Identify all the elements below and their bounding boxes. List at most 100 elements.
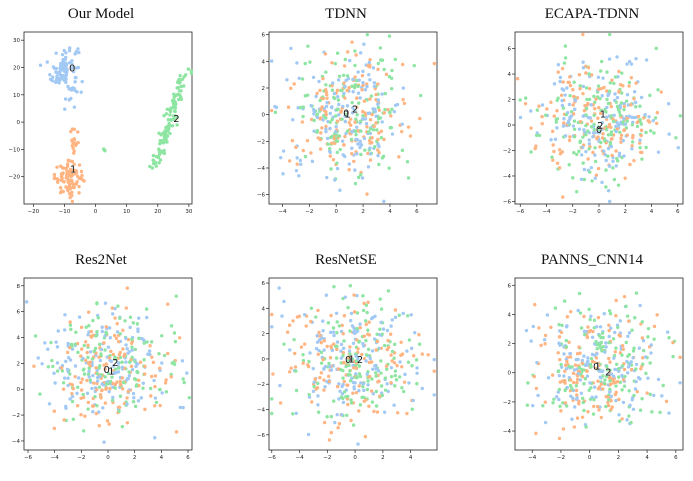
scatter-point-series-1 xyxy=(621,84,625,88)
scatter-point-series-2 xyxy=(345,360,350,365)
scatter-point-series-1 xyxy=(594,173,599,177)
scatter-point-series-0 xyxy=(359,143,364,147)
scatter-point-series-2 xyxy=(617,375,621,379)
scatter-point-series-1 xyxy=(629,367,634,372)
scatter-point-series-2 xyxy=(110,398,115,403)
scatter-point-series-0 xyxy=(76,376,81,380)
scatter-point-series-0 xyxy=(66,383,70,388)
y-tick-label: 6 xyxy=(508,47,512,53)
scatter-point-series-2 xyxy=(74,330,78,334)
scatter-point-series-0 xyxy=(64,404,68,409)
scatter-point-series-2 xyxy=(301,105,305,109)
scatter-point-series-1 xyxy=(368,118,373,122)
scatter-point-series-2 xyxy=(330,88,335,92)
scatter-point-series-2 xyxy=(375,332,379,337)
scatter-point-series-0 xyxy=(605,105,609,110)
scatter-point-series-2 xyxy=(159,133,163,137)
scatter-point-series-0 xyxy=(87,375,91,379)
scatter-point-series-2 xyxy=(603,381,607,386)
scatter-point-series-0 xyxy=(556,63,561,67)
scatter-point-series-2 xyxy=(156,155,161,160)
scatter-point-series-0 xyxy=(291,118,295,122)
scatter-point-series-0 xyxy=(110,312,115,316)
scatter-point-series-2 xyxy=(590,179,594,183)
scatter-point-series-1 xyxy=(52,426,57,431)
scatter-point-series-0 xyxy=(358,139,362,144)
scatter-point-series-1 xyxy=(89,334,93,338)
scatter-point-series-1 xyxy=(432,61,437,66)
scatter-point-series-1 xyxy=(639,367,643,371)
scatter-point-series-0 xyxy=(649,351,653,355)
scatter-point-series-1 xyxy=(584,71,588,75)
scatter-point-series-0 xyxy=(600,180,604,185)
scatter-point-series-1 xyxy=(571,371,576,376)
scatter-point-series-1 xyxy=(628,162,632,167)
scatter-point-series-1 xyxy=(591,329,595,334)
scatter-point-series-0 xyxy=(54,51,58,55)
scatter-point-series-1 xyxy=(610,137,614,141)
scatter-point-series-0 xyxy=(343,295,347,299)
scatter-point-series-1 xyxy=(659,90,663,94)
scatter-point-series-1 xyxy=(572,94,576,99)
scatter-point-series-1 xyxy=(418,116,422,121)
scatter-point-series-1 xyxy=(402,101,407,106)
scatter-point-series-1 xyxy=(73,172,77,176)
scatter-point-series-0 xyxy=(613,367,617,372)
scatter-point-series-1 xyxy=(314,387,318,391)
scatter-point-series-0 xyxy=(153,436,157,440)
scatter-point-series-2 xyxy=(641,362,645,366)
scatter-point-series-2 xyxy=(160,334,164,338)
scatter-point-series-2 xyxy=(627,389,631,393)
scatter-point-series-2 xyxy=(588,362,593,367)
scatter-point-series-2 xyxy=(631,349,636,353)
scatter-point-series-0 xyxy=(340,139,345,143)
scatter-point-series-0 xyxy=(660,394,664,398)
cluster-label: 0 xyxy=(593,362,599,373)
scatter-point-series-1 xyxy=(631,133,635,138)
chart-title: Res2Net xyxy=(75,252,127,268)
scatter-point-series-0 xyxy=(390,132,395,136)
scatter-point-series-0 xyxy=(579,153,584,157)
scatter-point-series-2 xyxy=(131,400,136,404)
scatter-point-series-0 xyxy=(136,399,141,403)
scatter-point-series-0 xyxy=(615,120,619,125)
scatter-point-series-1 xyxy=(601,387,605,391)
y-tick-label: −6 xyxy=(257,433,266,439)
x-tick-label: −4 xyxy=(542,209,551,215)
scatter-point-series-2 xyxy=(341,73,346,77)
scatter-point-series-0 xyxy=(543,420,548,425)
scatter-point-series-2 xyxy=(346,305,350,310)
scatter-point-series-1 xyxy=(598,145,602,149)
scatter-point-series-1 xyxy=(339,109,343,113)
scatter-point-series-0 xyxy=(604,158,608,163)
scatter-point-series-0 xyxy=(120,365,124,369)
scatter-point-series-0 xyxy=(581,60,585,64)
scatter-point-series-2 xyxy=(361,114,365,118)
scatter-point-series-1 xyxy=(353,75,357,79)
y-tick-label: 8 xyxy=(17,284,21,290)
scatter-point-series-1 xyxy=(77,184,81,189)
scatter-point-series-1 xyxy=(287,323,292,327)
scatter-point-series-1 xyxy=(322,388,326,392)
scatter-point-series-1 xyxy=(608,360,612,364)
scatter-point-series-2 xyxy=(594,340,598,344)
chart-panel-5: PANNS_CNN14 −4 −2 0 2 4 6 −4 −2 0 2 4 6 0 1 2 xyxy=(497,252,687,467)
scatter-point-series-0 xyxy=(63,69,67,74)
scatter-point-series-2 xyxy=(335,51,340,55)
scatter-point-series-2 xyxy=(656,88,660,92)
scatter-point-series-0 xyxy=(296,106,300,110)
scatter-point-series-2 xyxy=(177,77,181,82)
scatter-point-series-1 xyxy=(587,86,592,91)
scatter-point-series-1 xyxy=(354,366,359,370)
scatter-point-series-2 xyxy=(328,146,332,151)
scatter-point-series-0 xyxy=(327,149,332,153)
scatter-point-series-0 xyxy=(328,330,333,335)
scatter-point-series-2 xyxy=(606,101,611,106)
scatter-point-series-1 xyxy=(363,111,367,115)
scatter-point-series-2 xyxy=(353,181,358,186)
scatter-point-series-0 xyxy=(311,75,316,80)
axes-frame xyxy=(268,277,438,451)
scatter-point-series-2 xyxy=(554,117,558,122)
scatter-point-series-0 xyxy=(51,75,55,79)
